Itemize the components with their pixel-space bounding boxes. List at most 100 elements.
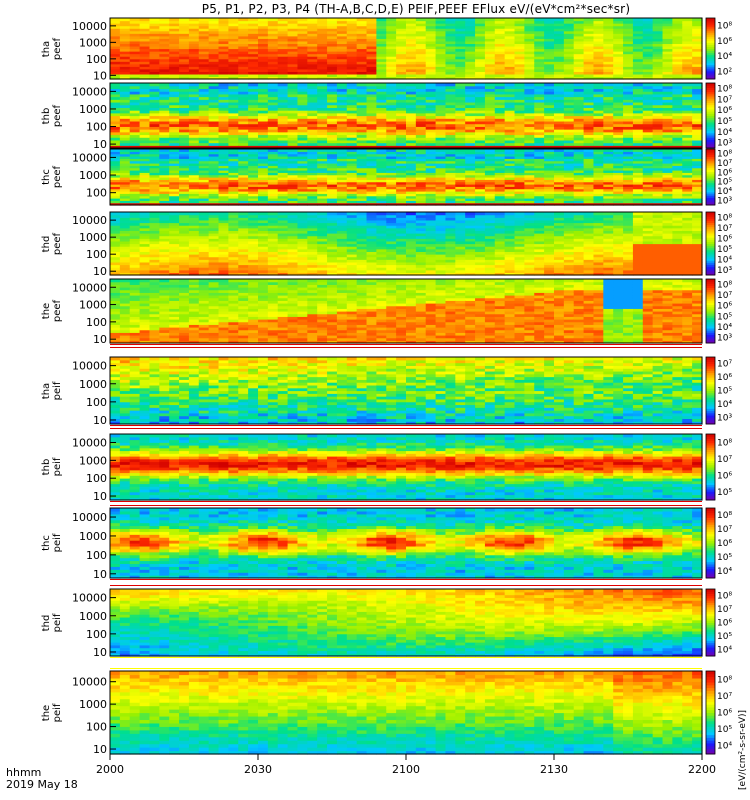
spectrogram-cell — [208, 18, 220, 22]
spectrogram-cell — [672, 137, 683, 141]
spectrogram-cell — [534, 73, 545, 78]
spectrogram-cell — [396, 158, 407, 162]
spectrogram-cell — [307, 254, 318, 258]
spectrogram-cell — [238, 43, 249, 47]
spectrogram-cell — [267, 158, 279, 162]
spectrogram-cell — [139, 23, 151, 27]
spectrogram-cell — [642, 93, 654, 98]
spectrogram-cell — [277, 217, 289, 221]
spectrogram-cell — [297, 43, 308, 47]
spectrogram-cell — [267, 25, 279, 29]
spectrogram-cell — [179, 73, 190, 78]
spectrogram-cell — [455, 40, 466, 45]
spectrogram-cell — [198, 261, 210, 266]
colorbar-segment — [706, 93, 715, 97]
spectrogram-cell — [248, 33, 259, 37]
spectrogram-cell — [445, 202, 456, 206]
spectrogram-cell — [465, 107, 476, 111]
spectrogram-cell — [672, 93, 683, 98]
spectrogram-cell — [258, 212, 269, 216]
spectrogram-cell — [425, 76, 437, 80]
spectrogram-cell — [465, 38, 476, 42]
spectrogram-cell — [327, 177, 338, 180]
spectrogram-cell — [179, 212, 190, 216]
spectrogram-cell — [169, 134, 180, 138]
spectrogram-cell — [475, 193, 486, 197]
spectrogram-cell — [573, 174, 585, 178]
spectrogram-cell — [435, 25, 447, 29]
spectrogram-cell — [573, 165, 585, 169]
spectrogram-cell — [386, 188, 397, 192]
spectrogram-cell — [396, 23, 407, 27]
spectrogram-cell — [455, 63, 466, 67]
spectrogram-cell — [169, 181, 180, 185]
spectrogram-cell — [179, 145, 190, 149]
spectrogram-cell — [336, 174, 348, 178]
spectrogram-cell — [396, 149, 407, 152]
spectrogram-cell — [386, 193, 397, 197]
spectrogram-cell — [632, 170, 644, 173]
spectrogram-cell — [682, 20, 693, 24]
spectrogram-cell — [662, 137, 673, 141]
spectrogram-cell — [455, 198, 466, 201]
spectrogram-cell — [139, 225, 151, 229]
spectrogram-cell — [415, 101, 427, 106]
spectrogram-cell — [336, 172, 348, 176]
spectrogram-cell — [208, 43, 220, 47]
spectrogram-cell — [297, 45, 308, 50]
spectrogram-cell — [534, 38, 545, 42]
spectrogram-cell — [642, 20, 654, 24]
spectrogram-cell — [228, 48, 239, 52]
spectrogram-cell — [672, 131, 683, 136]
spectrogram-cell — [149, 177, 160, 180]
spectrogram-cell — [563, 165, 575, 169]
spectrogram-cell — [208, 179, 220, 183]
spectrogram-cell — [475, 40, 486, 45]
colorbar-segment — [706, 141, 715, 145]
spectrogram-cell — [346, 179, 358, 183]
spectrogram-cell — [179, 267, 190, 271]
spectrogram-cell — [662, 118, 673, 122]
spectrogram-cell — [544, 48, 555, 52]
spectrogram-cell — [396, 151, 407, 155]
spectrogram-cell — [613, 160, 624, 164]
spectrogram-cell — [287, 63, 299, 67]
spectrogram-cell — [317, 272, 328, 276]
spectrogram-cell — [376, 193, 387, 197]
spectrogram-cell — [129, 167, 141, 171]
spectrogram-cell — [317, 160, 328, 164]
spectrogram-cell — [267, 195, 279, 199]
spectrogram-cell — [613, 177, 624, 180]
spectrogram-cell — [642, 123, 654, 127]
spectrogram-cell — [475, 142, 486, 146]
spectrogram-cell — [267, 269, 279, 273]
spectrogram-cell — [652, 134, 664, 138]
spectrogram-cell — [524, 115, 535, 119]
spectrogram-cell — [238, 163, 249, 166]
spectrogram-cell — [692, 63, 703, 67]
spectrogram-cell — [534, 142, 545, 146]
spectrogram-cell — [356, 43, 368, 47]
spectrogram-cell — [110, 28, 121, 32]
spectrogram-cell — [149, 181, 160, 185]
spectrogram-cell — [603, 63, 614, 67]
spectrogram-cell — [504, 172, 516, 176]
colorbar-segment — [706, 32, 715, 35]
spectrogram-cell — [445, 99, 456, 103]
spectrogram-cell — [455, 184, 466, 187]
spectrogram-cell — [238, 71, 249, 75]
spectrogram-cell — [386, 45, 397, 50]
spectrogram-cell — [139, 172, 151, 176]
spectrogram-cell — [218, 96, 229, 100]
spectrogram-cell — [119, 259, 131, 263]
spectrogram-cell — [682, 200, 693, 204]
spectrogram-cell — [277, 246, 289, 250]
spectrogram-cell — [662, 40, 673, 45]
spectrogram-cell — [396, 115, 407, 119]
spectrogram-cell — [435, 170, 447, 173]
spectrogram-cell — [119, 23, 131, 27]
spectrogram-cell — [544, 76, 555, 80]
spectrogram-cell — [396, 101, 407, 106]
spectrogram-cell — [248, 269, 259, 273]
spectrogram-cell — [642, 188, 654, 192]
